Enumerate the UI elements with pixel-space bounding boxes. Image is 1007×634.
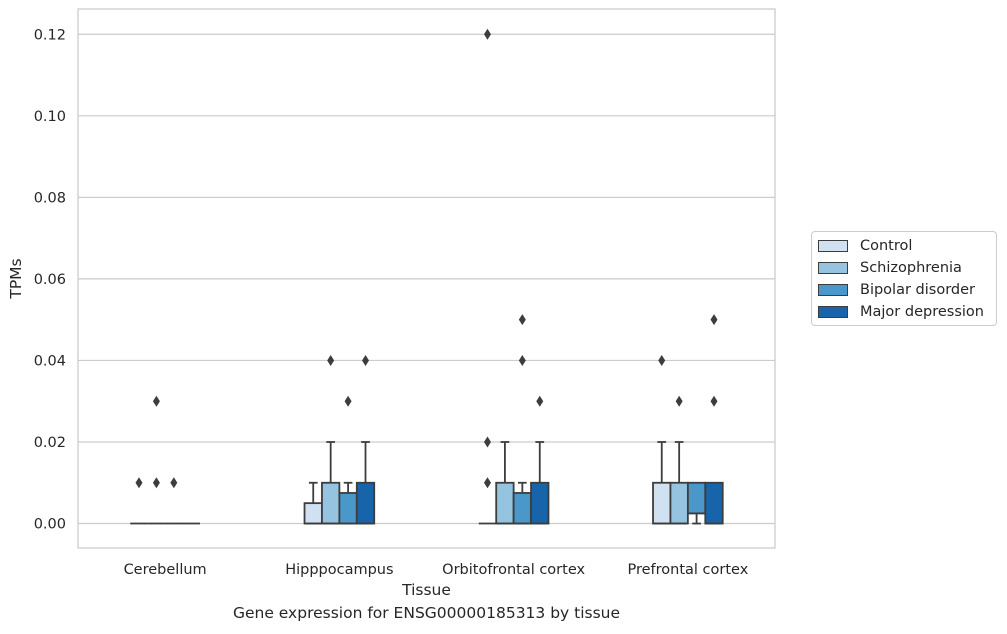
- legend-swatch-control: [818, 240, 848, 252]
- outlier-control: [135, 477, 143, 489]
- legend-swatch-schizophrenia: [818, 262, 848, 274]
- x-tick-label: Orbitofrontal cortex: [442, 562, 585, 578]
- outlier-major-depression: [710, 314, 718, 326]
- legend-item-major-depression: Major depression: [818, 302, 984, 322]
- box-bipolar-disorder: [686, 481, 707, 515]
- box-major-depression: [355, 481, 376, 525]
- outlier-bipolar-disorder: [518, 314, 526, 326]
- y-tick-label: 0.06: [34, 272, 66, 288]
- legend-label-bipolar-disorder: Bipolar disorder: [860, 282, 975, 298]
- outlier-schizophrenia: [675, 395, 683, 407]
- plot-frame: [77, 8, 776, 549]
- y-axis-label: TPMs: [7, 258, 25, 299]
- outlier-control: [483, 436, 491, 448]
- legend-label-control: Control: [860, 238, 913, 254]
- legend-label-schizophrenia: Schizophrenia: [860, 260, 962, 276]
- box-schizophrenia: [495, 481, 515, 525]
- box-bipolar-disorder: [512, 492, 532, 525]
- y-tick-label: 0.04: [34, 353, 66, 369]
- y-tick-label: 0.12: [34, 27, 66, 43]
- legend-swatch-bipolar-disorder: [818, 284, 848, 296]
- box-schizophrenia: [669, 481, 689, 525]
- figure-caption: Gene expression for ENSG00000185313 by t…: [232, 604, 621, 622]
- outlier-control: [483, 28, 491, 40]
- legend-item-control: Control: [818, 236, 912, 256]
- legend-item-schizophrenia: Schizophrenia: [818, 258, 962, 278]
- outlier-control: [658, 354, 666, 366]
- outlier-major-depression: [362, 354, 370, 366]
- outlier-bipolar-disorder: [518, 354, 526, 366]
- outlier-major-depression: [710, 395, 718, 407]
- legend: Control Schizophrenia Bipolar disorder M…: [811, 231, 997, 326]
- x-tick-label: Prefrontal cortex: [627, 562, 748, 578]
- outlier-control: [483, 477, 491, 489]
- outlier-schizophrenia: [152, 477, 160, 489]
- y-tick-label: 0.08: [34, 190, 66, 206]
- box-schizophrenia: [321, 481, 341, 525]
- y-tick-label: 0.10: [34, 109, 66, 125]
- outlier-bipolar-disorder: [344, 395, 352, 407]
- box-major-depression: [530, 481, 550, 525]
- y-tick-label: 0.02: [34, 435, 66, 451]
- outlier-bipolar-disorder: [170, 477, 178, 489]
- x-tick-label: Cerebellum: [124, 562, 207, 578]
- box-bipolar-disorder: [338, 492, 358, 525]
- x-axis-label: Tissue: [401, 581, 451, 599]
- legend-swatch-major-depression: [818, 306, 848, 318]
- legend-item-bipolar-disorder: Bipolar disorder: [818, 280, 975, 300]
- box-major-depression: [704, 481, 724, 525]
- outlier-schizophrenia: [327, 354, 335, 366]
- outlier-major-depression: [536, 395, 544, 407]
- outlier-schizophrenia: [152, 395, 160, 407]
- box-control: [303, 502, 323, 525]
- y-tick-label: 0.00: [34, 517, 66, 533]
- box-control: [652, 481, 672, 525]
- x-tick-label: Hipppocampus: [285, 562, 393, 578]
- legend-label-major-depression: Major depression: [860, 304, 984, 320]
